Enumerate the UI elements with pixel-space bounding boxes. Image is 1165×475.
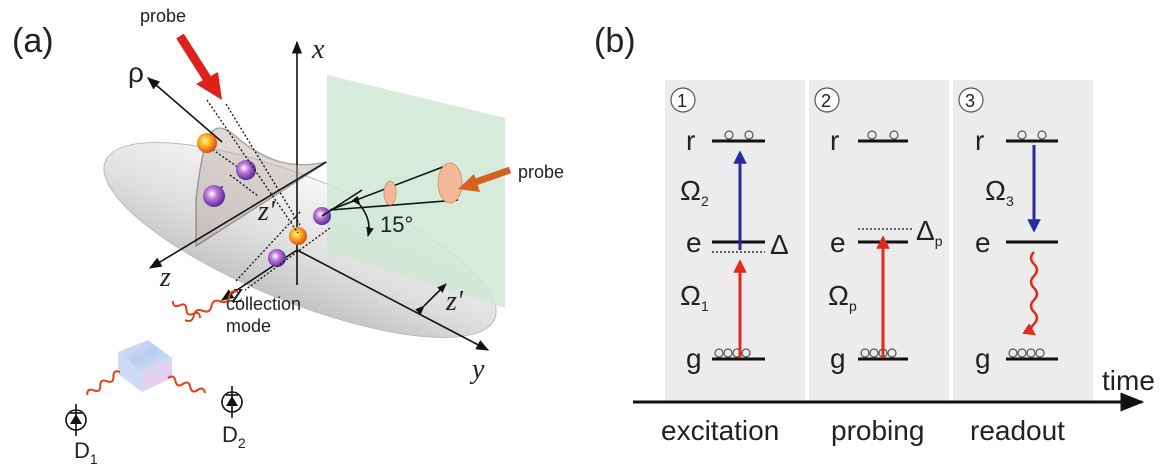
level-occupation-dot [1008, 348, 1018, 358]
level-g-label: g [975, 343, 991, 374]
stage-1: 1 r e Δ g Ω2 Ω1 [670, 87, 789, 374]
detector-d2-label: D2 [222, 422, 246, 451]
level-e-label: e [830, 227, 846, 258]
upper-rabi-label: Ω3 [985, 175, 1014, 209]
stage-3: 3 r e g Ω3 [958, 87, 1058, 374]
level-g-label: g [686, 343, 702, 374]
level-occupation-dot [860, 348, 870, 358]
z-axis-lower-label: z [231, 278, 243, 309]
panel-a-label: (a) [12, 22, 54, 60]
y-axis-label: y [469, 354, 485, 385]
level-occupation-dot [741, 348, 751, 358]
probe-side-arrowhead [458, 174, 480, 192]
upper-rabi-label: Ω2 [680, 175, 709, 209]
stage-2-number: 2 [821, 91, 831, 111]
level-r-label: r [686, 125, 695, 156]
level-occupation-dot [1017, 130, 1027, 140]
level-e-label: e [686, 227, 702, 258]
stage-1-number: 1 [677, 91, 687, 111]
probe-side-arrow [468, 166, 512, 188]
level-e-label: e [975, 227, 991, 258]
photon-to-d2 [167, 375, 207, 394]
z-prime-right-label: z' [445, 286, 464, 317]
level-occupation-dot [724, 130, 734, 140]
rho-axis-label: ρ [128, 57, 144, 88]
emission-photon [1022, 251, 1039, 336]
panel-a: (a) probe x y z ρ z × z' [12, 6, 564, 467]
level-occupation-dot [1026, 348, 1036, 358]
level-occupation-dot [1017, 348, 1027, 358]
level-g-label: g [830, 343, 846, 374]
detection-plane [327, 75, 505, 308]
level-r-label: r [830, 125, 839, 156]
stage-2-number-circle [814, 87, 840, 113]
probe-side-label: probe [518, 162, 564, 182]
beam-spot-large [437, 162, 463, 204]
lower-rabi-label: Ω1 [680, 280, 709, 314]
lower-rabi-label: Ωp [828, 280, 857, 314]
detector-d1-label: D1 [74, 438, 98, 467]
x-axis-label: x [311, 34, 325, 65]
dashed-guide-2 [206, 99, 301, 234]
level-occupation-dot [1035, 348, 1045, 358]
beam-splitter-cube [118, 340, 172, 372]
stage-2: 2 r e Δp g Ωp [814, 87, 943, 374]
rho-axis [147, 77, 223, 143]
ground-atom [268, 249, 286, 267]
level-r-label: r [975, 125, 984, 156]
probe-top-label: probe [140, 6, 186, 26]
rydberg-atom [197, 133, 217, 153]
ground-atom [203, 185, 225, 207]
detuning-label: Δp [916, 215, 943, 249]
photon-to-d1 [86, 370, 121, 395]
detuning-label: Δ [770, 229, 789, 260]
panel-b-label: (b) [594, 22, 636, 60]
panel-b: (b) time 1 r e Δ g Ω2 [594, 22, 1155, 446]
z-axis-upper-label: z [159, 262, 171, 293]
detector-d2: D2 [221, 386, 246, 451]
probe-top-arrowhead [196, 72, 222, 100]
level-occupation-dot [889, 130, 899, 140]
level-occupation-dot [723, 348, 733, 358]
photon-to-cube [171, 300, 201, 319]
collection-label-line2: mode [226, 316, 271, 336]
beam-spot-small [383, 180, 397, 206]
level-occupation-dot [867, 130, 877, 140]
stage-2-name: probing [831, 415, 924, 446]
collection-photon [184, 290, 239, 322]
collection-cone [234, 211, 331, 291]
level-occupation-dot [744, 130, 754, 140]
level-occupation-dot [1037, 130, 1047, 140]
rydberg-atom [289, 227, 307, 245]
level-occupation-dot [887, 348, 897, 358]
stage-1-number-circle [670, 87, 696, 113]
collection-label-line1: collection [226, 294, 301, 314]
probe-top-arrow [176, 33, 212, 83]
time-label: time [1102, 365, 1155, 396]
ground-atom [236, 160, 256, 180]
stage-1-name: excitation [661, 415, 779, 446]
z-axis-upper [148, 161, 327, 269]
stage-3-number-circle [958, 87, 984, 113]
beam-splitter-cube-side [118, 352, 142, 392]
level-occupation-dot [714, 348, 724, 358]
angle-label: 15° [380, 212, 413, 237]
angle-arc [351, 195, 374, 237]
y-axis [296, 249, 490, 351]
z-prime-bar [415, 283, 447, 315]
beam-splitter-cube-front [142, 358, 172, 392]
detector-d1: D1 [65, 404, 98, 467]
stage-3-name: readout [970, 415, 1065, 446]
dashed-guide-1 [205, 144, 259, 197]
z-prime-label: z' [257, 196, 276, 227]
level-occupation-dot [869, 348, 879, 358]
angle-ray [321, 189, 363, 217]
stage-3-number: 3 [965, 91, 975, 111]
